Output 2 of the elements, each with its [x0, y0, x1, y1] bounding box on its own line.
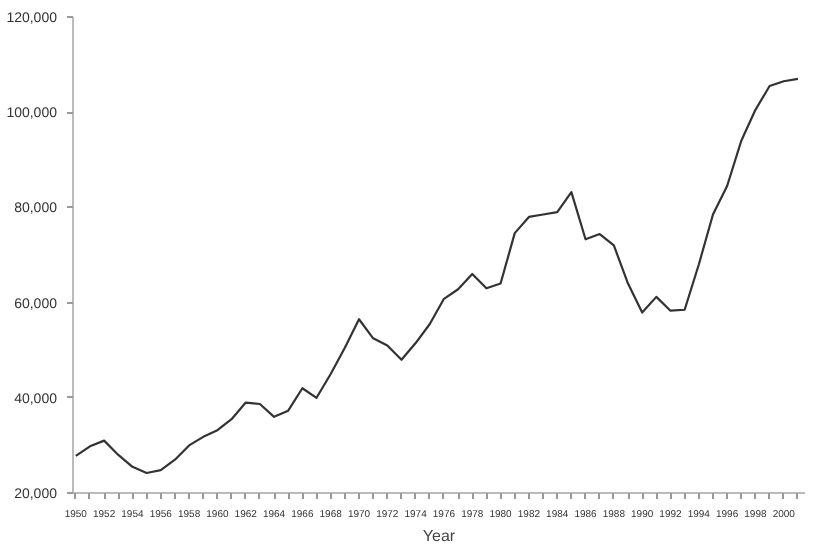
x-axis-title: Year	[422, 527, 456, 545]
line-series	[74, 77, 800, 475]
